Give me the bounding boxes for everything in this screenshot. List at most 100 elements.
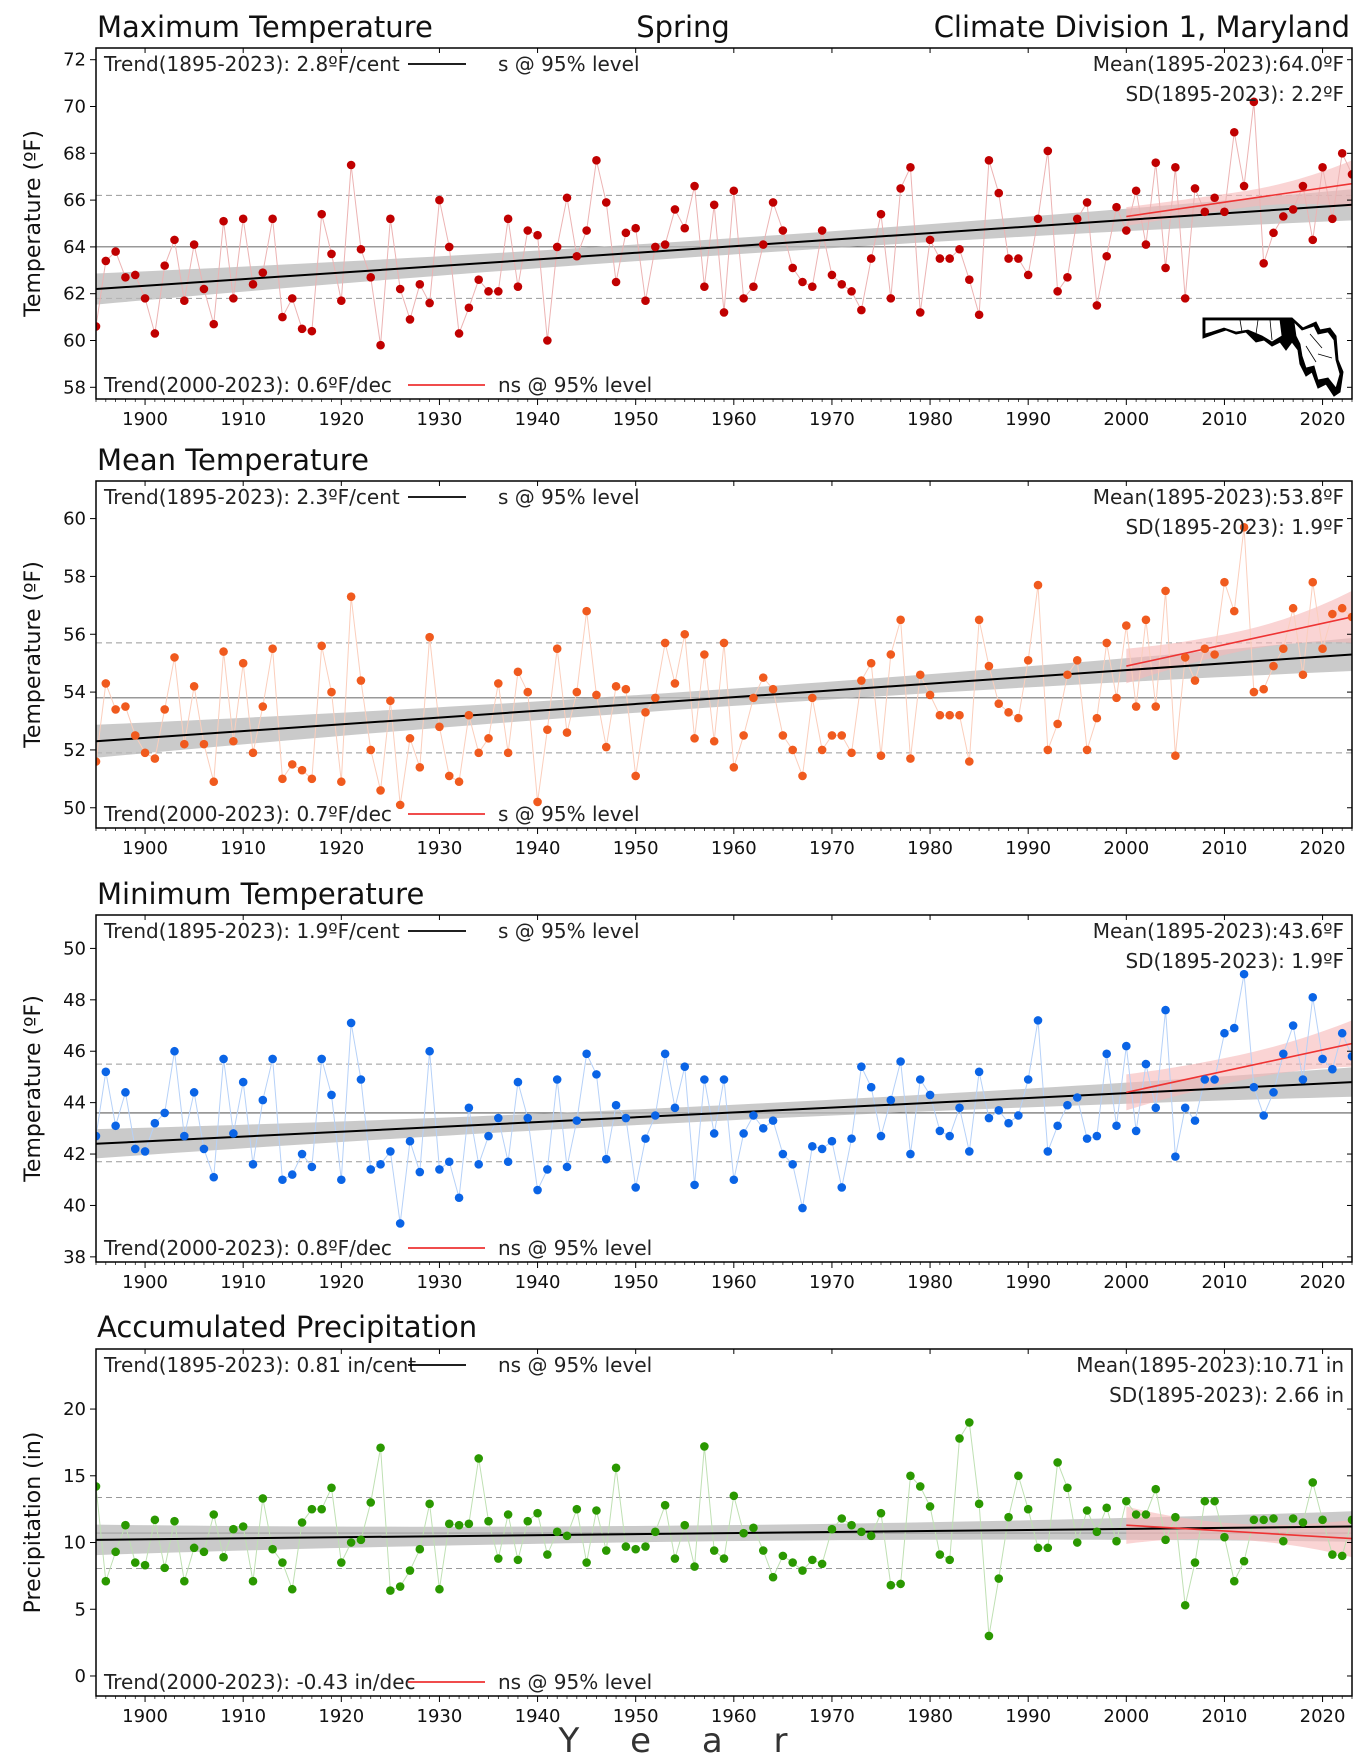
- data-point-2019: [1308, 1478, 1318, 1487]
- data-point-2004: [1161, 1535, 1170, 1545]
- x-tick-label: 1980: [907, 409, 953, 430]
- x-tick-label: 1960: [711, 838, 757, 859]
- x-tick-label: 2000: [1103, 838, 1149, 859]
- data-point-1929: [425, 1499, 434, 1509]
- data-point-1946: [592, 690, 601, 700]
- data-point-1972: [847, 748, 856, 758]
- data-point-1934: [474, 275, 483, 284]
- long-trend-line: [96, 653, 1352, 743]
- data-point-1919: [327, 249, 336, 259]
- data-point-1928: [415, 1544, 425, 1554]
- data-point-1958: [709, 1546, 719, 1555]
- x-tick-label: 1910: [220, 1272, 266, 1293]
- data-point-1969: [817, 1144, 827, 1154]
- data-point-1928: [415, 762, 425, 772]
- data-point-1965: [778, 1149, 788, 1159]
- data-point-1962: [749, 1111, 758, 1120]
- data-point-1983: [955, 1103, 964, 1113]
- data-point-2013: [1249, 687, 1259, 697]
- data-point-1961: [739, 1129, 748, 1138]
- data-point-1988: [1004, 254, 1013, 263]
- y-axis-label: Temperature (ºF): [21, 561, 46, 749]
- data-point-2017: [1288, 1021, 1298, 1030]
- data-point-1966: [788, 1160, 797, 1169]
- data-point-2014: [1259, 1111, 1268, 1120]
- data-point-2006: [1180, 653, 1190, 662]
- data-point-1926: [395, 800, 405, 810]
- data-point-1956: [690, 181, 699, 191]
- data-point-1970: [827, 1136, 837, 1146]
- data-point-1921: [346, 1538, 356, 1547]
- data-point-1957: [700, 282, 709, 291]
- data-point-1896: [101, 679, 111, 688]
- data-point-2016: [1279, 212, 1288, 221]
- data-point-1961: [739, 1528, 748, 1538]
- data-point-1932: [454, 777, 464, 787]
- data-point-1964: [768, 684, 778, 694]
- data-point-1986: [984, 156, 994, 165]
- data-point-2023: [1347, 1052, 1352, 1061]
- data-point-1924: [376, 1160, 385, 1169]
- data-point-1955: [680, 1062, 690, 1071]
- data-point-1977: [896, 1057, 905, 1066]
- data-point-1950: [631, 223, 640, 233]
- data-point-1931: [444, 242, 454, 252]
- data-point-1947: [601, 1546, 611, 1555]
- data-point-1910: [238, 658, 248, 668]
- data-point-1991: [1033, 1543, 1043, 1553]
- data-point-1976: [886, 650, 896, 659]
- long-trend-line: [96, 1525, 1352, 1541]
- data-point-1941: [543, 336, 552, 345]
- data-point-1983: [955, 244, 964, 254]
- data-point-2020: [1318, 1515, 1327, 1525]
- long-trend-significance: ns @ 95% level: [498, 1353, 652, 1377]
- x-tick-label: 1980: [907, 1272, 953, 1293]
- x-tick-label: 1980: [907, 1706, 953, 1727]
- data-point-1940: [533, 797, 542, 807]
- data-point-2012: [1239, 969, 1249, 979]
- data-point-1950: [631, 771, 640, 781]
- data-point-1966: [788, 745, 797, 755]
- data-point-1951: [641, 296, 650, 306]
- x-tick-label: 2000: [1103, 1272, 1149, 1293]
- data-point-1959: [719, 308, 729, 317]
- sd-label: SD(1895-2023): 1.9ºF: [1125, 515, 1344, 539]
- data-point-1924: [376, 1443, 385, 1453]
- y-tick-label: 64: [63, 237, 86, 258]
- data-point-1905: [189, 682, 199, 691]
- recent-trend-line: [1126, 1042, 1352, 1094]
- x-tick-label: 2000: [1103, 1706, 1149, 1727]
- x-tick-label: 1990: [1005, 409, 1051, 430]
- recent-trend-confidence-band: [1126, 160, 1352, 226]
- data-point-1975: [876, 1131, 886, 1141]
- y-axis-label: Temperature (ºF): [21, 995, 46, 1183]
- data-point-2005: [1171, 751, 1180, 761]
- data-point-1984: [965, 1418, 974, 1427]
- data-point-2006: [1180, 1103, 1190, 1113]
- data-point-1988: [1004, 1512, 1013, 1522]
- panel-precipitation: Accumulated Precipitation Precipitation (…: [21, 1310, 1353, 1727]
- data-point-1971: [837, 280, 847, 289]
- data-point-1927: [405, 1566, 415, 1575]
- data-point-1929: [425, 298, 434, 308]
- data-point-1968: [808, 1555, 817, 1565]
- data-point-1951: [641, 1542, 650, 1551]
- data-point-1904: [180, 296, 189, 306]
- data-point-1983: [955, 710, 964, 720]
- panel-title: Accumulated Precipitation: [97, 1310, 477, 1344]
- data-point-2016: [1279, 644, 1288, 654]
- x-tick-label: 1900: [122, 1272, 168, 1293]
- data-point-1964: [768, 1116, 778, 1125]
- data-point-2013: [1249, 1515, 1259, 1525]
- data-point-1964: [768, 198, 778, 207]
- data-point-2010: [1220, 1532, 1229, 1542]
- data-point-2023: [1347, 612, 1352, 622]
- x-tick-label: 1990: [1005, 838, 1051, 859]
- data-point-1913: [268, 1054, 277, 1064]
- data-point-1903: [170, 1046, 179, 1056]
- data-point-1923: [366, 1165, 376, 1174]
- y-tick-label: 68: [63, 143, 86, 164]
- data-point-1988: [1004, 1118, 1013, 1128]
- data-point-1985: [974, 1499, 984, 1509]
- data-point-1994: [1063, 670, 1072, 680]
